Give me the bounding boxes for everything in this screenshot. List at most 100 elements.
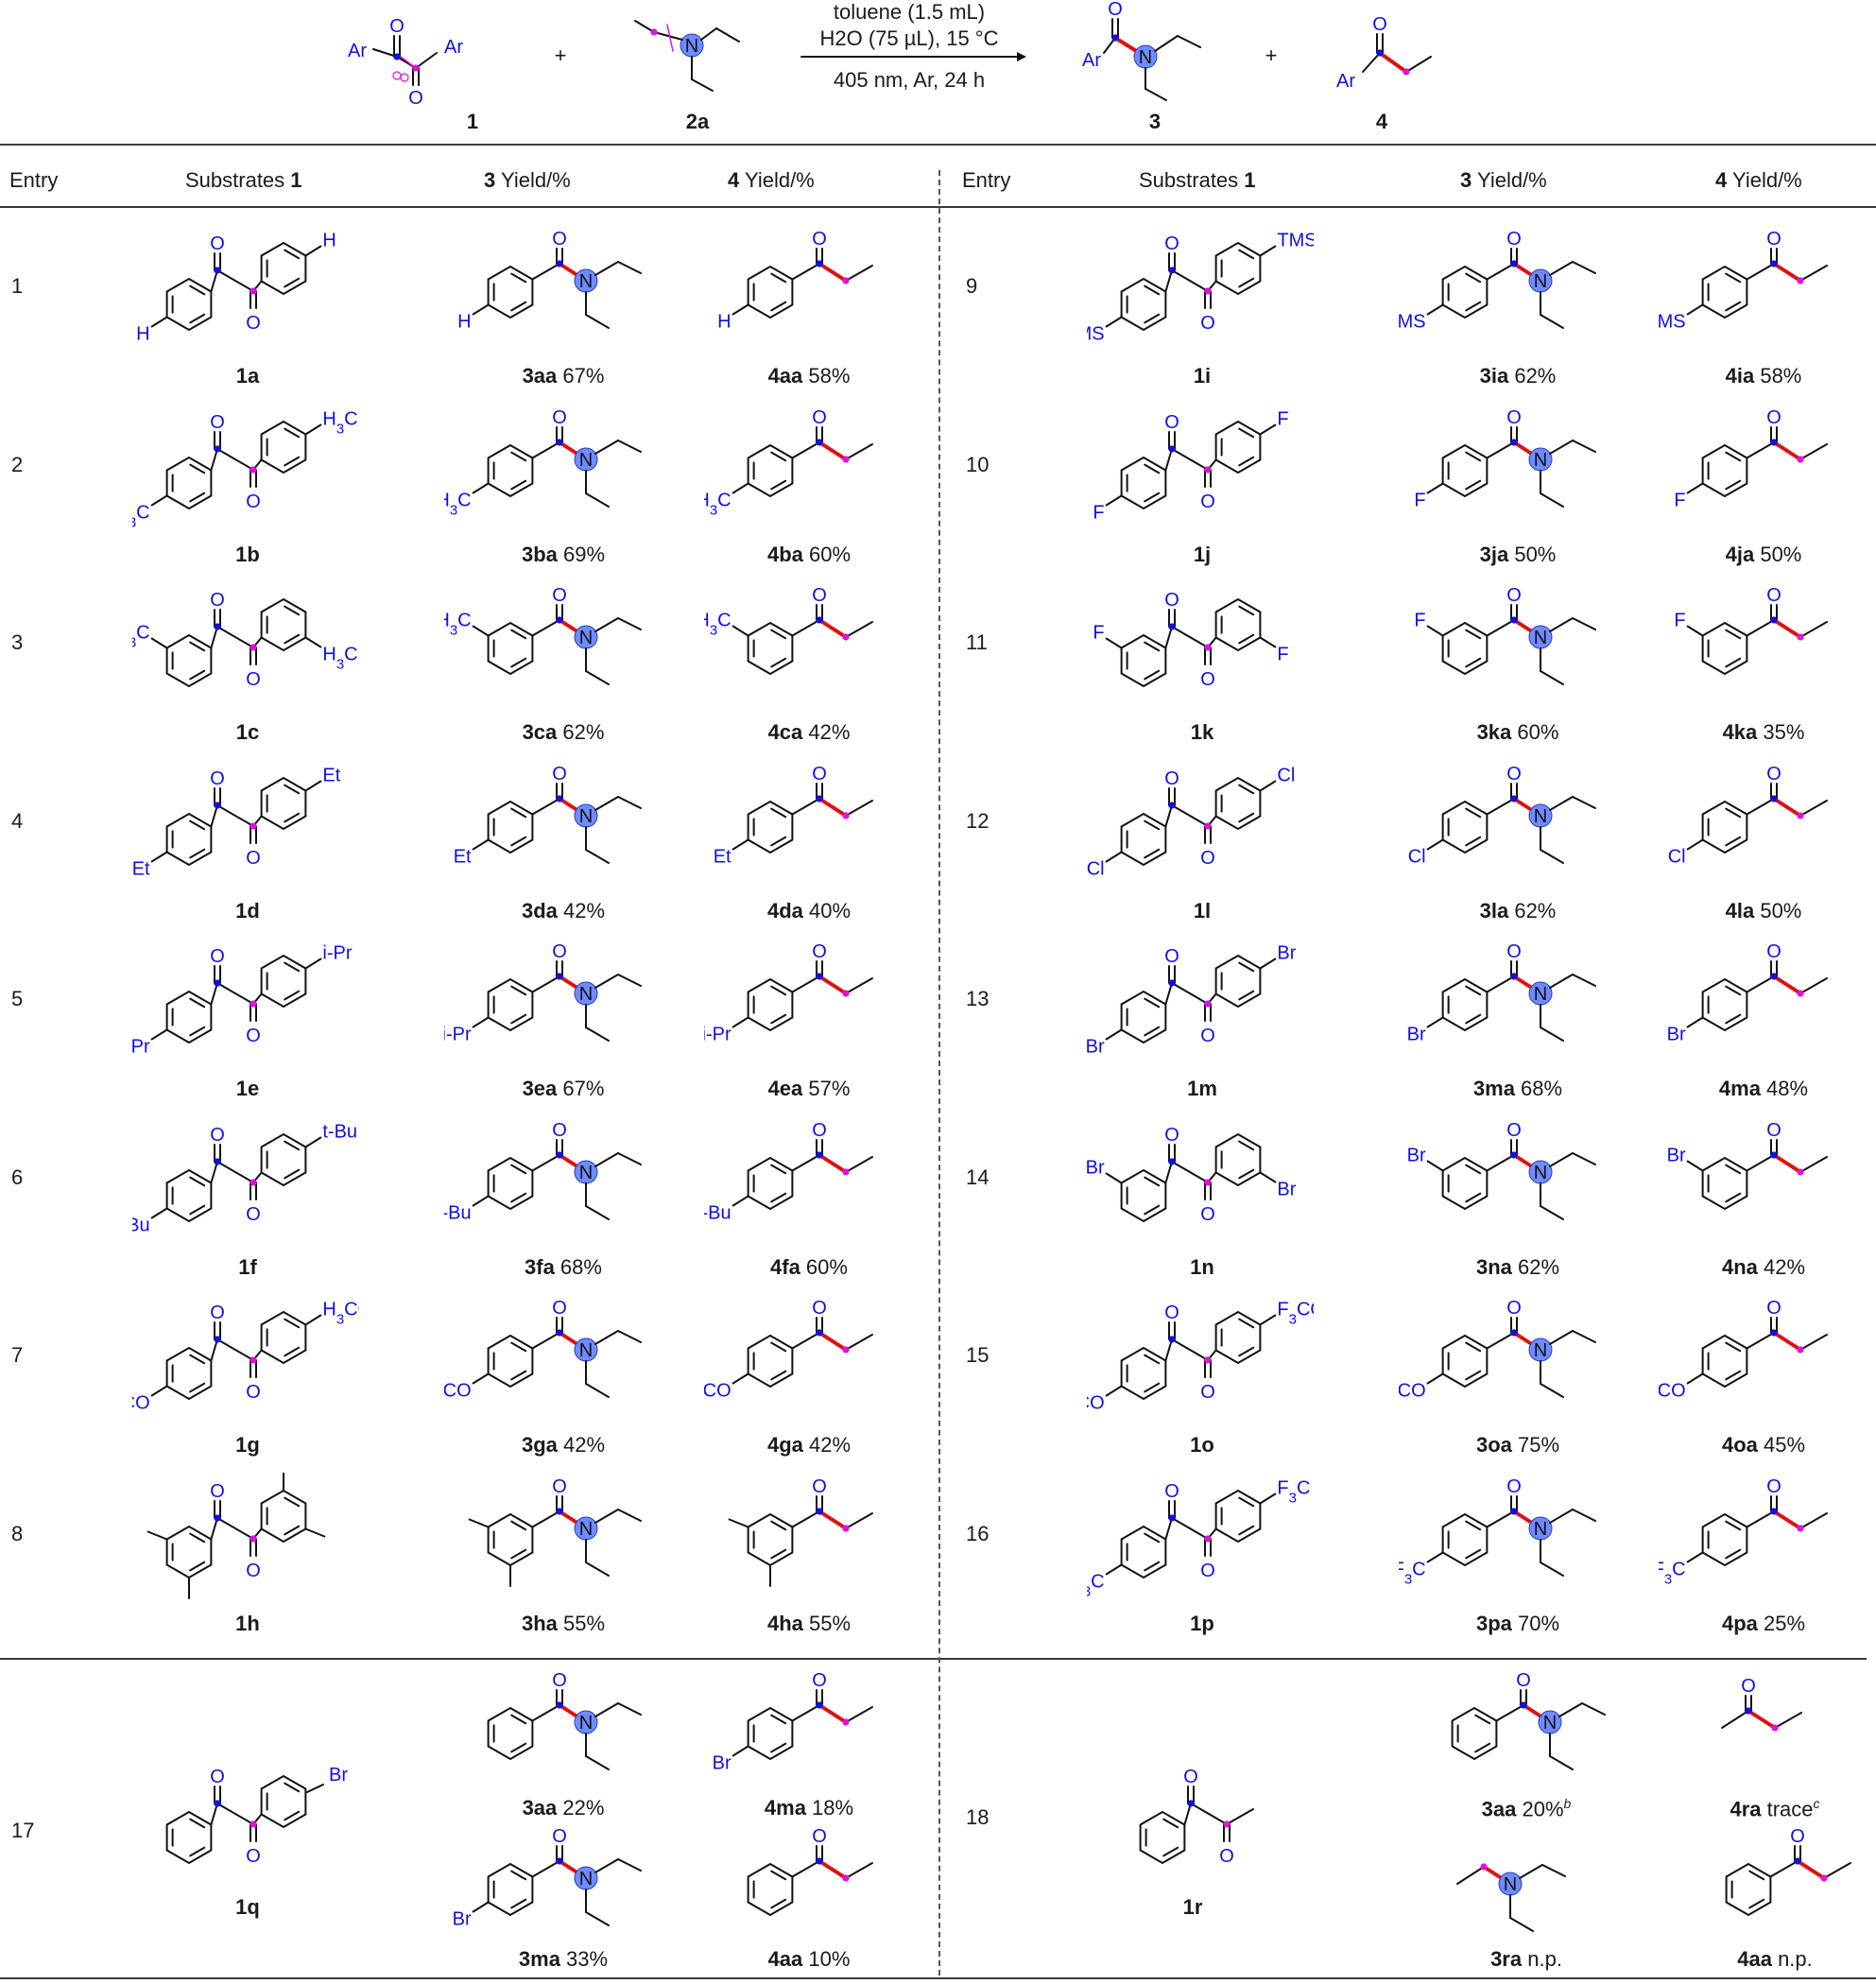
amide-yield: 3pa 70% bbox=[1475, 1611, 1560, 1635]
svg-text:O: O bbox=[408, 88, 423, 109]
reaction-scheme: Ar O O Ar N Ar O N Ar O 1 2a 3 4 + + toluene (1.5… bbox=[0, 0, 1876, 142]
entry-number: 14 bbox=[966, 1165, 990, 1189]
amide-structure-3ea: O Ni-Pr bbox=[444, 944, 642, 1045]
svg-text:H3C: H3C bbox=[322, 408, 357, 437]
amide-yield-a: 3aa 20%b bbox=[1481, 1796, 1572, 1821]
svg-text:H3CO: H3CO bbox=[322, 1300, 359, 1328]
svg-text:O: O bbox=[1164, 946, 1179, 967]
rule-bottom bbox=[0, 1977, 1876, 1979]
ketone-structure-4aa: O bbox=[1725, 1829, 1851, 1917]
svg-text:Br: Br bbox=[1667, 1145, 1686, 1165]
svg-text:Br: Br bbox=[329, 1765, 348, 1786]
ketone-yield: 4aa 58% bbox=[767, 364, 851, 388]
ketone-structure-4aa: O bbox=[747, 1829, 873, 1917]
ketone-structure-4ia: O TMS bbox=[1659, 232, 1828, 333]
svg-text:O: O bbox=[1506, 1123, 1522, 1141]
svg-text:O: O bbox=[1372, 14, 1387, 35]
substrate-structure-1l: O O Cl Cl bbox=[1087, 765, 1295, 879]
svg-text:N: N bbox=[1534, 1519, 1547, 1540]
svg-text:N: N bbox=[579, 271, 593, 292]
svg-text:N: N bbox=[1534, 271, 1547, 292]
substrate-structure-1m: O O Br Br bbox=[1087, 943, 1297, 1058]
svg-text:O: O bbox=[246, 1561, 261, 1581]
svg-text:H: H bbox=[136, 324, 149, 345]
ketone-yield: 4ma 48% bbox=[1718, 1077, 1809, 1100]
ketone-yield-b: 4aa n.p. bbox=[1737, 1947, 1813, 1971]
svg-text:O: O bbox=[1200, 1561, 1215, 1581]
ketone-structure-4la: O Cl bbox=[1668, 767, 1828, 867]
svg-text:N: N bbox=[579, 1869, 593, 1889]
ketone-structure-4na: O Br bbox=[1667, 1123, 1828, 1210]
header-entry-left: Entry bbox=[9, 168, 59, 192]
svg-text:O: O bbox=[1164, 1303, 1179, 1323]
amide-yield: 3ka 60% bbox=[1476, 720, 1559, 744]
ketone-structure-4ba: O H3C bbox=[704, 410, 873, 518]
svg-text:N: N bbox=[579, 1519, 593, 1540]
svg-text:i-Pr: i-Pr bbox=[444, 1025, 472, 1045]
svg-text:O: O bbox=[552, 1301, 567, 1319]
substrate-label: 1c bbox=[235, 720, 260, 744]
header-yield4-right: 4 Yield/% bbox=[1715, 168, 1802, 192]
svg-text:F: F bbox=[1414, 611, 1425, 631]
svg-text:O: O bbox=[1790, 1829, 1805, 1847]
amide-yield: 3oa 75% bbox=[1475, 1433, 1560, 1457]
svg-text:Ar: Ar bbox=[348, 41, 367, 61]
ketone-yield: 4ga 42% bbox=[766, 1433, 852, 1457]
rule-section bbox=[0, 1658, 1867, 1660]
svg-text:O: O bbox=[1766, 1479, 1781, 1497]
svg-text:N: N bbox=[579, 806, 593, 827]
svg-text:F3CO: F3CO bbox=[1087, 1393, 1105, 1422]
ketone-structure-4ha: O bbox=[728, 1479, 873, 1587]
svg-text:H: H bbox=[322, 231, 336, 251]
entry-number: 15 bbox=[966, 1343, 990, 1367]
svg-text:F3CO: F3CO bbox=[1277, 1300, 1314, 1328]
svg-text:F: F bbox=[1674, 611, 1685, 631]
svg-text:H3C: H3C bbox=[704, 611, 731, 639]
ketone-yield: 4na 42% bbox=[1721, 1254, 1806, 1279]
ketone-yield-a: 4ma 18% bbox=[764, 1796, 854, 1820]
condition-solvent: toluene (1.5 mL) bbox=[833, 0, 986, 24]
svg-text:N: N bbox=[1534, 1340, 1547, 1361]
amide-structure-3la: O N Cl bbox=[1408, 767, 1596, 867]
entry-number: 3 bbox=[11, 630, 24, 654]
substrate-label: 1k bbox=[1190, 720, 1214, 744]
entry-number: 11 bbox=[966, 630, 988, 654]
svg-text:Et: Et bbox=[454, 846, 472, 867]
ketone-structure-4ma: O Br bbox=[713, 1673, 873, 1774]
ketone-yield: 4ea 57% bbox=[767, 1077, 851, 1100]
svg-text:F3CO: F3CO bbox=[1399, 1381, 1426, 1409]
svg-text:Ar: Ar bbox=[1082, 50, 1101, 71]
svg-text:O: O bbox=[1200, 1382, 1215, 1403]
substrate-structure-1e: O Oi-Pr i-Pr bbox=[132, 943, 353, 1058]
svg-text:F: F bbox=[1277, 645, 1288, 665]
amide-structure-3aa: O N H bbox=[457, 232, 642, 333]
amide-structure-3ba: O N H3C bbox=[444, 410, 642, 518]
entry-number: 18 bbox=[966, 1805, 990, 1829]
amide-yield-b: 3ra n.p. bbox=[1490, 1947, 1562, 1971]
amide-yield: 3ja 50% bbox=[1479, 542, 1557, 566]
substrate-label: 1r bbox=[1182, 1895, 1203, 1919]
substrate-label: 1j bbox=[1193, 542, 1212, 566]
svg-text:O: O bbox=[552, 1123, 567, 1141]
svg-text:O: O bbox=[552, 1829, 567, 1847]
svg-text:Br: Br bbox=[1087, 1157, 1105, 1178]
svg-text:O: O bbox=[1741, 1676, 1756, 1697]
svg-text:H3CO: H3CO bbox=[444, 1381, 472, 1409]
substrate-structure-1c: O O H3C H3C bbox=[132, 590, 358, 690]
amide-yield: 3ba 69% bbox=[521, 542, 606, 566]
ketone-yield: 4pa 25% bbox=[1721, 1611, 1806, 1635]
svg-text:Br: Br bbox=[453, 1909, 472, 1930]
entry-number: 9 bbox=[966, 274, 978, 298]
svg-text:O: O bbox=[1766, 767, 1781, 785]
substrate-label: 1h bbox=[235, 1611, 260, 1635]
reactant1-label: 1 bbox=[466, 110, 479, 133]
svg-text:O: O bbox=[1164, 412, 1179, 433]
amide-structure-3ma: O N Br bbox=[453, 1829, 642, 1930]
svg-text:O: O bbox=[552, 410, 567, 428]
svg-text:N: N bbox=[579, 1163, 593, 1183]
svg-text:Br: Br bbox=[1277, 943, 1296, 964]
amide-yield-b: 3ma 33% bbox=[518, 1947, 609, 1971]
substrate-label: 1f bbox=[238, 1254, 257, 1279]
amide-yield: 3ia 62% bbox=[1479, 364, 1557, 388]
svg-text:TMS: TMS bbox=[1659, 312, 1686, 333]
